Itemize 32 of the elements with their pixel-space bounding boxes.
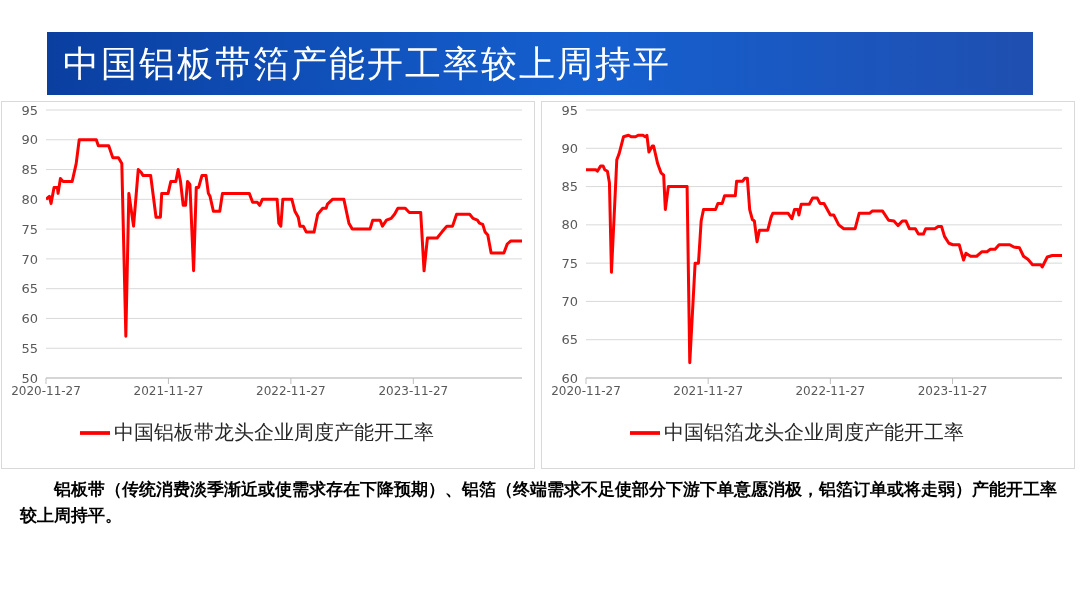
y-tick-label: 85: [561, 179, 578, 195]
line-series: [46, 138, 522, 338]
legend-label: 中国铝板带龙头企业周度产能开工率: [114, 419, 434, 444]
x-tick-label: 2020-11-27: [11, 383, 81, 398]
y-tick-label: 90: [21, 132, 38, 148]
x-tick-label: 2023-11-27: [917, 383, 988, 398]
x-tick-label: 2023-11-27: [378, 383, 449, 398]
chart-title: 中国铝板带箔产能开工率较上周持平: [63, 43, 671, 84]
legend-label: 中国铝箔龙头企业周度产能开工率: [664, 419, 964, 444]
x-tick-label: 2022-11-27: [256, 383, 326, 398]
y-tick-label: 70: [21, 251, 38, 267]
y-tick-label: 70: [561, 294, 578, 310]
x-tick-label: 2021-11-27: [673, 383, 744, 398]
y-tick-label: 50: [21, 370, 38, 386]
y-tick-label: 90: [561, 140, 578, 156]
y-tick-label: 95: [561, 102, 578, 118]
y-tick-label: 65: [561, 332, 578, 348]
y-tick-label: 75: [21, 221, 38, 237]
line-series: [586, 133, 1062, 365]
y-tick-label: 80: [21, 191, 38, 207]
y-tick-label: 95: [21, 102, 38, 118]
text: 铝板带（传统消费淡季渐近或使需求存在下降预期）、铝箔（终端需求不足使部分下游下单意愿消极，铝箔订单或将走弱）产能开工率较上周持平。: [20, 479, 1057, 525]
y-tick-label: 75: [561, 255, 578, 271]
y-tick-label: 60: [561, 370, 578, 386]
y-tick-label: 65: [21, 281, 38, 297]
x-tick-label: 2022-11-27: [795, 383, 866, 398]
x-tick-label: 2021-11-27: [133, 383, 204, 398]
y-tick-label: 85: [21, 162, 38, 178]
x-tick-label: 2020-11-27: [551, 383, 621, 398]
y-tick-label: 55: [21, 340, 38, 356]
y-tick-label: 60: [21, 311, 38, 327]
y-tick-label: 80: [561, 217, 578, 233]
